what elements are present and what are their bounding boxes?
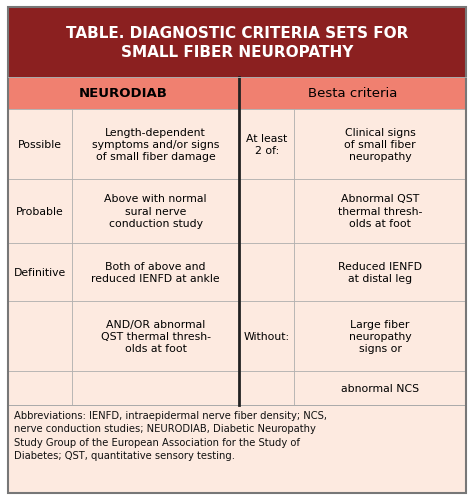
Bar (8, 302, 72, 371)
Bar (8, 179, 72, 243)
Bar (239, 110, 294, 179)
Bar (72, 371, 239, 405)
Text: Definitive: Definitive (14, 268, 66, 278)
Bar (72, 110, 239, 179)
Text: Without:: Without: (244, 331, 290, 341)
Bar (72, 243, 239, 302)
Bar (294, 371, 466, 405)
Text: Length-dependent
symptoms and/or signs
of small fiber damage: Length-dependent symptoms and/or signs o… (92, 127, 219, 162)
Text: TABLE. DIAGNOSTIC CRITERIA SETS FOR
SMALL FIBER NEUROPATHY: TABLE. DIAGNOSTIC CRITERIA SETS FOR SMAL… (66, 26, 408, 60)
Text: Clinical signs
of small fiber
neuropathy: Clinical signs of small fiber neuropathy (344, 127, 416, 162)
Bar (294, 243, 466, 302)
Bar (239, 302, 294, 371)
Text: Large fiber
neuropathy
signs or: Large fiber neuropathy signs or (349, 319, 411, 354)
Text: Reduced IENFD
at distal leg: Reduced IENFD at distal leg (338, 261, 422, 284)
Text: Both of above and
reduced IENFD at ankle: Both of above and reduced IENFD at ankle (91, 261, 220, 284)
Bar (239, 179, 294, 243)
Text: Abnormal QST
thermal thresh-
olds at foot: Abnormal QST thermal thresh- olds at foo… (338, 194, 422, 229)
Text: Besta criteria: Besta criteria (308, 87, 397, 100)
Bar (239, 243, 294, 302)
Bar (294, 302, 466, 371)
Bar (8, 8, 466, 78)
Bar (294, 179, 466, 243)
Bar (8, 243, 72, 302)
Bar (8, 110, 72, 179)
Bar (8, 371, 72, 405)
Bar (294, 110, 466, 179)
Text: NEURODIAB: NEURODIAB (79, 87, 168, 100)
Text: Above with normal
sural nerve
conduction study: Above with normal sural nerve conduction… (104, 194, 207, 229)
Bar (8, 405, 466, 493)
Bar (239, 371, 294, 405)
Bar (8, 78, 239, 110)
Text: Possible: Possible (18, 140, 62, 150)
Bar (72, 302, 239, 371)
Bar (72, 179, 239, 243)
Text: Probable: Probable (16, 206, 64, 216)
Text: Abbreviations: IENFD, intraepidermal nerve fiber density; NCS,
nerve conduction : Abbreviations: IENFD, intraepidermal ner… (14, 410, 327, 460)
Text: abnormal NCS: abnormal NCS (341, 383, 419, 393)
Text: At least
2 of:: At least 2 of: (246, 133, 287, 156)
Bar (239, 78, 466, 110)
Text: AND/OR abnormal
QST thermal thresh-
olds at foot: AND/OR abnormal QST thermal thresh- olds… (100, 319, 211, 354)
